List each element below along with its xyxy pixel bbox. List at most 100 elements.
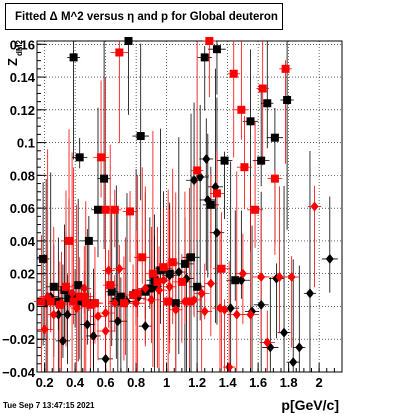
x-tick-label: 0.2 [36,375,54,390]
data-point-square [77,297,86,306]
data-point-diamond [257,299,266,310]
data-point-diamond [147,294,156,305]
y-tick-label: −0.02 [2,332,35,347]
chart-title-box: Fitted Δ M^2 versus η and p for Global d… [5,3,283,30]
x-axis-label: p[GeV/c] [281,397,339,413]
data-point-diamond [155,285,163,296]
data-point-diamond [305,288,314,299]
data-point-square [246,117,255,126]
data-point-diamond [54,309,63,320]
data-point-square [75,292,84,301]
data-point-diamond [101,326,110,337]
data-point-square [75,153,84,162]
data-point-square [110,205,119,214]
data-point-square [84,236,93,245]
data-point-square [81,299,90,308]
data-point-square [74,281,83,290]
data-point-diamond [121,298,130,309]
y-tick-label: 0.06 [10,201,35,216]
data-point-diamond [141,283,150,294]
data-point-square [136,132,145,141]
data-point-square [168,258,177,267]
data-point-square [159,263,168,272]
data-point-diamond [190,175,199,186]
data-point-diamond [171,304,180,315]
data-point-diamond [225,362,234,373]
data-point-diamond [212,227,221,238]
chart-title: Fitted Δ M^2 versus η and p for Global d… [15,11,278,23]
data-markers [37,37,334,373]
data-point-diamond [57,298,66,309]
data-point-diamond [110,298,119,309]
data-point-square [237,105,246,114]
x-tick-label: 1.2 [188,375,206,390]
data-point-square [220,156,229,165]
data-point-diamond [115,263,124,274]
data-point-diamond [68,288,77,299]
data-point-square [107,287,116,296]
x-tick-label: 1.4 [219,375,238,390]
data-point-diamond [197,288,206,299]
data-point-square [283,95,292,104]
data-point-diamond [196,172,205,183]
x-tick-label: 2 [316,375,323,390]
data-point-diamond [280,327,289,338]
data-point-square [185,297,194,306]
data-point-square [258,84,267,93]
x-tick-label: 1 [163,375,170,390]
data-point-diamond [202,153,211,164]
data-point-square [97,153,106,162]
y-axis-label-subscript: dM2 [15,39,24,56]
data-point-square [116,292,125,301]
data-point-diamond [94,311,102,322]
data-point-diamond [43,291,52,302]
y-tick-label: 0 [28,299,35,314]
data-point-square [153,277,162,286]
data-point-square [106,281,115,290]
data-point-diamond [40,324,49,335]
y-tick-label: 0.14 [10,70,36,85]
data-point-diamond [211,181,220,192]
y-tick-label: 0.08 [10,168,35,183]
data-point-square [212,45,221,54]
data-point-diamond [287,271,296,282]
data-point-square [49,282,58,291]
data-point-square [101,205,110,214]
data-point-diamond [295,342,304,353]
timestamp-footer: Tue Sep 7 13:47:15 2021 [3,401,95,410]
data-point-square [263,99,272,108]
data-point-diamond [101,308,110,319]
data-point-square [65,294,74,303]
data-point-diamond [275,271,284,282]
data-point-diamond [246,309,255,320]
data-point-diamond [200,306,209,317]
data-point-diamond [141,321,150,332]
data-point-square [206,200,215,209]
data-point-square [124,37,133,45]
data-point-diamond [165,270,174,281]
data-point-diamond [206,278,215,289]
data-point-square [251,205,260,214]
data-point-square [133,289,142,298]
data-point-diamond [180,296,189,307]
data-point-diamond [101,353,110,364]
data-point-square [240,163,249,172]
data-point-square [270,133,279,142]
x-tick-label: 0.8 [127,375,145,390]
data-point-square [65,236,74,245]
data-point-diamond [132,298,141,309]
y-axis-label: Z [5,58,20,66]
data-point-square [187,253,196,262]
data-point-square [229,69,238,78]
data-point-square [126,207,135,216]
data-point-square [212,189,221,198]
data-point-square [37,297,46,306]
data-point-diamond [203,194,212,205]
data-point-diamond [232,309,241,320]
data-point-diamond [220,304,229,315]
axis-tick-labels: 0.2 0.4 0.6 0.8 1 1.2 1.4 1.6 1.8 2 −0.04 −0.02 0 0.0… [2,37,323,390]
y-tick-label: 0.02 [10,267,35,282]
data-point-square [39,254,48,263]
y-tick-label: 0.1 [17,136,35,151]
